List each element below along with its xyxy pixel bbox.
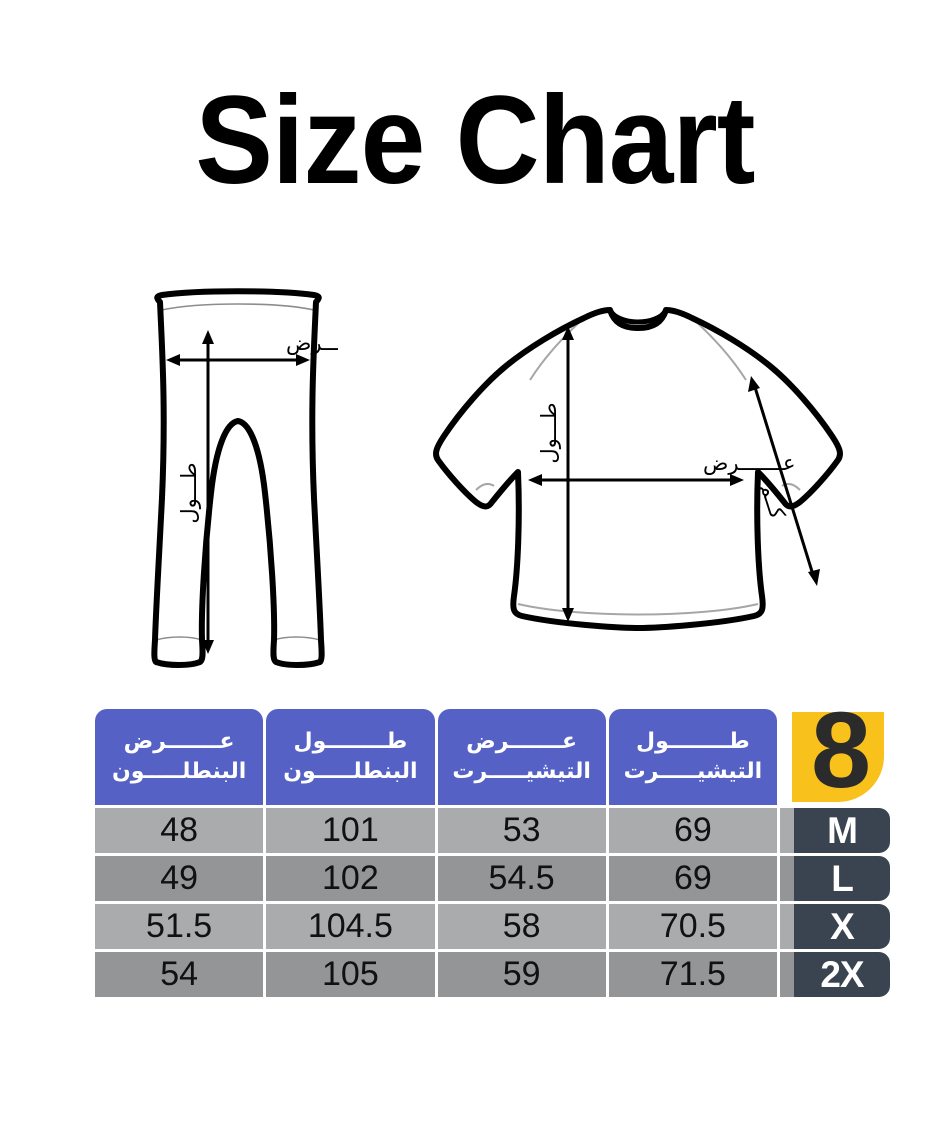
cell-value: 71.5: [608, 952, 777, 997]
size-stripe: [780, 856, 795, 901]
size-stripe: [780, 904, 795, 949]
cell-value: 49: [95, 856, 264, 901]
shirt-width-arrow: [528, 474, 744, 486]
cell-value: 54: [95, 952, 264, 997]
table-header-row: عـــــــرض البنطلـــــون طــــــــول الب…: [95, 709, 777, 805]
table-row: 51.5 104.5 58 70.5: [95, 904, 777, 949]
cell-value: 105: [266, 952, 435, 997]
header-shirt-length: طــــــــول التيشيـــــرت: [608, 709, 777, 805]
table-row: 54 105 59 71.5: [95, 952, 777, 997]
cell-value: 69: [608, 856, 777, 901]
cell-value: 102: [266, 856, 435, 901]
size-label-x: X: [794, 904, 890, 949]
pants-length-arrow: [202, 330, 214, 654]
size-stripe: [780, 808, 795, 853]
shirt-length-arrow: [562, 326, 574, 622]
cell-value: 53: [437, 808, 606, 853]
cell-value: 69: [608, 808, 777, 853]
header-pants-width: عـــــــرض البنطلـــــون: [95, 709, 264, 805]
size-badge-number: 8: [810, 689, 871, 810]
shirt-length-label: طـــول: [537, 402, 561, 463]
size-table: عـــــــرض البنطلـــــون طــــــــول الب…: [92, 706, 780, 1000]
cell-value: 59: [437, 952, 606, 997]
shirt-diagram: طـــول عـــــــرض كــم: [433, 307, 843, 631]
size-label-l: L: [794, 856, 890, 901]
size-label-2x: 2X: [794, 952, 890, 997]
pants-length-label: طـــول: [177, 462, 201, 523]
size-badge-shape: [792, 712, 884, 802]
page-title: Size Chart: [195, 71, 755, 210]
garment-diagrams: عـــــــرض طـــول طـــول: [0, 288, 950, 678]
table-row: 48 101 53 69: [95, 808, 777, 853]
cell-value: 70.5: [608, 904, 777, 949]
header-shirt-width: عـــــــرض التيشيـــــرت: [437, 709, 606, 805]
cell-value: 104.5: [266, 904, 435, 949]
pants-width-label: عـــــــرض: [286, 331, 338, 355]
cell-value: 58: [437, 904, 606, 949]
cell-value: 48: [95, 808, 264, 853]
size-label-m: M: [794, 808, 890, 853]
cell-value: 54.5: [437, 856, 606, 901]
cell-value: 101: [266, 808, 435, 853]
size-stripe: [780, 952, 795, 997]
table-row: 49 102 54.5 69: [95, 856, 777, 901]
cell-value: 51.5: [95, 904, 264, 949]
pants-diagram: عـــــــرض طـــول: [151, 288, 338, 668]
shirt-sleeve-arrow: [748, 376, 820, 586]
pants-width-arrow: [166, 354, 310, 366]
header-pants-length: طــــــــول البنطلـــــون: [266, 709, 435, 805]
size-table-wrap: 8 عـــــــرض البنطلـــــون طــــــــول ا…: [92, 696, 890, 1000]
